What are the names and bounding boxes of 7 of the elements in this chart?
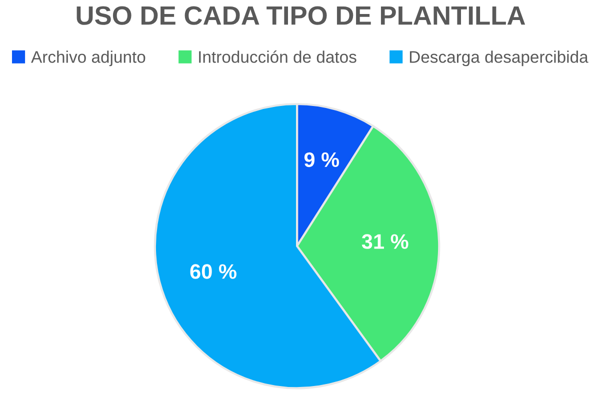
- data-label: 60 %: [190, 264, 236, 279]
- chart-title: USO DE CADA TIPO DE PLANTILLA: [76, 6, 526, 25]
- data-label: 9 %: [304, 152, 340, 168]
- legend-label: Introducción de datos: [199, 50, 356, 63]
- data-label: 31 %: [362, 234, 408, 249]
- legend-label: Descarga desapercibida: [410, 50, 588, 66]
- legend-label: Archivo adjunto: [31, 50, 146, 66]
